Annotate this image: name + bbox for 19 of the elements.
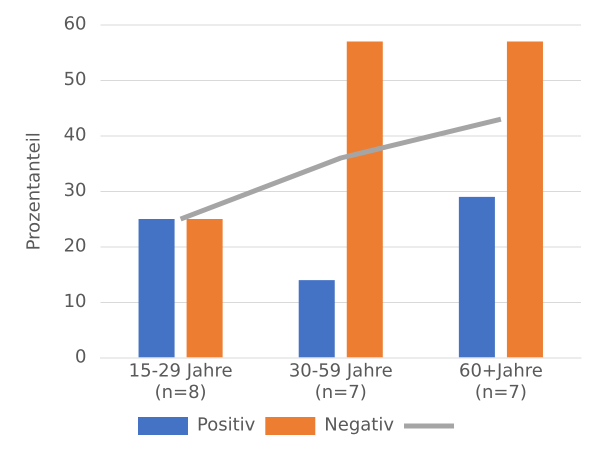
bar bbox=[458, 196, 495, 358]
y-tick-label: 0 bbox=[75, 346, 87, 368]
bar bbox=[138, 219, 175, 358]
y-tick-label: 10 bbox=[64, 290, 87, 312]
y-axis-title: Prozentanteil bbox=[23, 132, 44, 250]
legend-label: Negativ bbox=[324, 414, 394, 436]
bar bbox=[346, 41, 383, 358]
x-tick-label: 15-29 Jahre (n=8) bbox=[128, 360, 233, 403]
x-tick-label: 60+Jahre (n=7) bbox=[459, 360, 543, 403]
y-tick-label: 20 bbox=[64, 235, 87, 256]
bar bbox=[298, 280, 335, 358]
x-tick-label: 30-59 Jahre (n=7) bbox=[288, 360, 393, 403]
y-tick-label: 30 bbox=[64, 180, 87, 201]
bar bbox=[506, 41, 543, 358]
legend-label: Positiv bbox=[196, 414, 256, 436]
y-tick-label: 60 bbox=[64, 13, 87, 34]
y-tick-label: 40 bbox=[64, 124, 87, 146]
bar bbox=[186, 219, 223, 358]
y-tick-label: 50 bbox=[64, 68, 87, 90]
